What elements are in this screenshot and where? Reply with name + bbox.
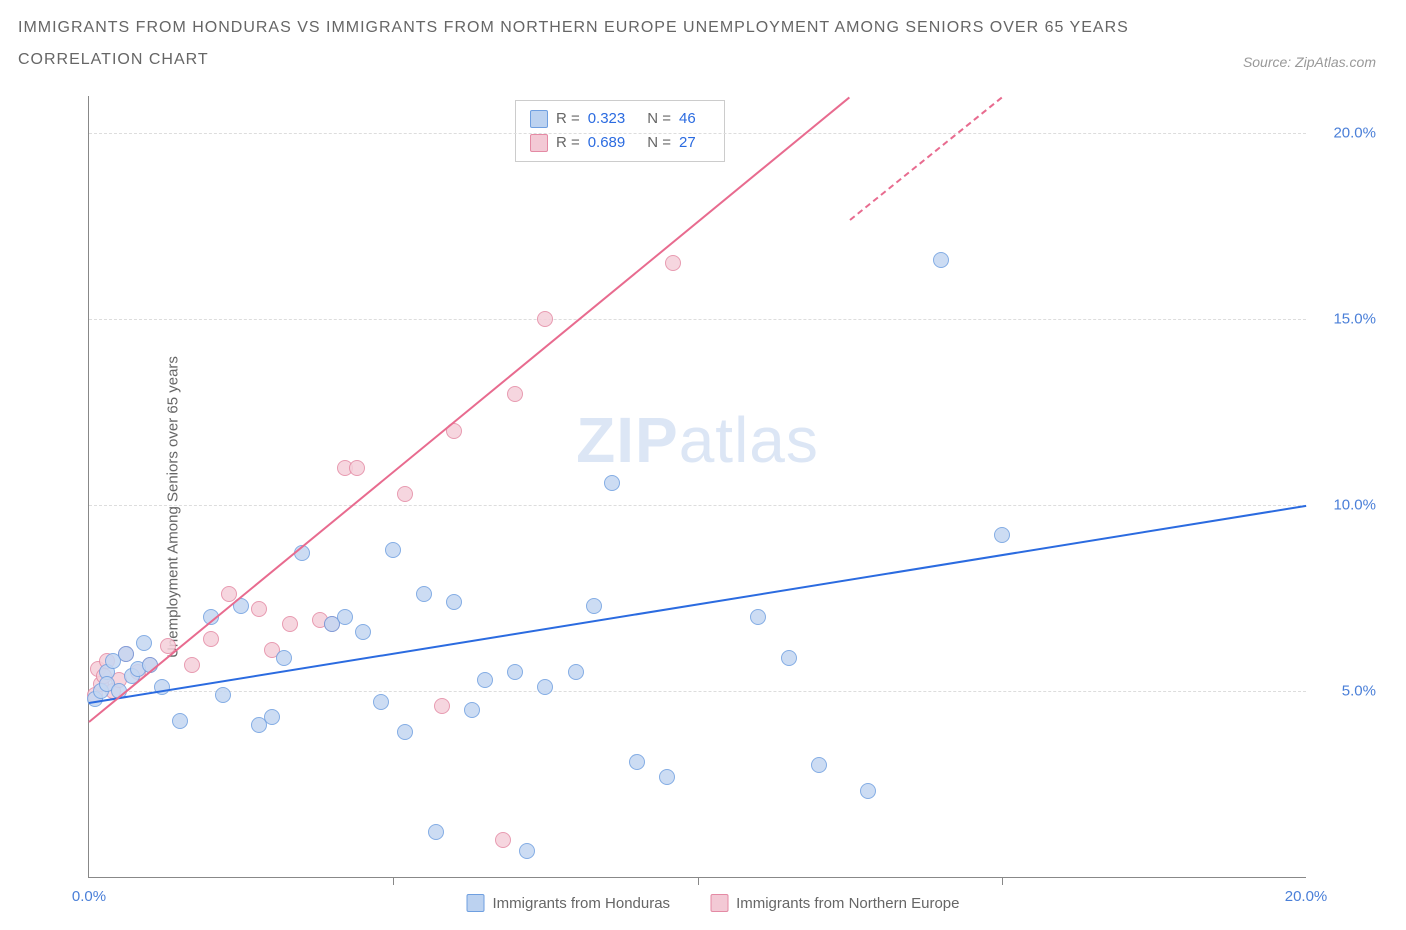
scatter-point-honduras	[337, 609, 353, 625]
scatter-point-honduras	[537, 679, 553, 695]
scatter-point-honduras	[416, 586, 432, 602]
stats-row-neurope: R = 0.689 N = 27	[530, 131, 710, 155]
scatter-point-neurope	[184, 657, 200, 673]
n-label-2: N =	[647, 131, 671, 155]
scatter-point-honduras	[215, 687, 231, 703]
scatter-point-honduras	[994, 527, 1010, 543]
scatter-point-honduras	[586, 598, 602, 614]
scatter-point-honduras	[477, 672, 493, 688]
gridline	[89, 319, 1306, 320]
legend-item-neurope: Immigrants from Northern Europe	[710, 894, 959, 912]
trendline-honduras	[89, 505, 1306, 704]
scatter-point-honduras	[446, 594, 462, 610]
legend-item-honduras: Immigrants from Honduras	[467, 894, 671, 912]
xtick-minor	[393, 877, 394, 885]
scatter-point-neurope	[282, 616, 298, 632]
scatter-point-neurope	[665, 255, 681, 271]
xtick-label: 0.0%	[72, 888, 106, 905]
scatter-point-honduras	[811, 757, 827, 773]
scatter-point-honduras	[397, 724, 413, 740]
legend-swatch-honduras	[467, 894, 485, 912]
scatter-point-honduras	[750, 609, 766, 625]
scatter-point-neurope	[434, 698, 450, 714]
gridline	[89, 505, 1306, 506]
swatch-honduras	[530, 110, 548, 128]
scatter-point-honduras	[264, 709, 280, 725]
r-value-honduras: 0.323	[588, 107, 626, 131]
scatter-point-honduras	[507, 664, 523, 680]
scatter-point-honduras	[136, 635, 152, 651]
chart-title-block: IMMIGRANTS FROM HONDURAS VS IMMIGRANTS F…	[0, 0, 1406, 80]
stats-row-honduras: R = 0.323 N = 46	[530, 107, 710, 131]
chart-area: Unemployment Among Seniors over 65 years…	[40, 96, 1386, 918]
scatter-point-honduras	[860, 783, 876, 799]
scatter-point-honduras	[276, 650, 292, 666]
scatter-point-neurope	[507, 386, 523, 402]
scatter-point-neurope	[537, 311, 553, 327]
ytick-label: 10.0%	[1333, 497, 1376, 514]
gridline	[89, 691, 1306, 692]
gridline	[89, 133, 1306, 134]
n-value-neurope: 27	[679, 131, 696, 155]
legend-swatch-neurope	[710, 894, 728, 912]
stats-legend-box: R = 0.323 N = 46 R = 0.689 N = 27	[515, 100, 725, 162]
ytick-label: 5.0%	[1342, 683, 1376, 700]
chart-title-line1: IMMIGRANTS FROM HONDURAS VS IMMIGRANTS F…	[18, 12, 1388, 44]
source-attribution: Source: ZipAtlas.com	[1243, 54, 1376, 70]
scatter-point-honduras	[629, 754, 645, 770]
xtick-minor	[1002, 877, 1003, 885]
plot-region: ZIPatlas R = 0.323 N = 46 R = 0.689 N = …	[88, 96, 1306, 878]
scatter-point-honduras	[172, 713, 188, 729]
scatter-point-honduras	[118, 646, 134, 662]
scatter-point-honduras	[933, 252, 949, 268]
scatter-point-honduras	[604, 475, 620, 491]
n-value-honduras: 46	[679, 107, 696, 131]
scatter-point-neurope	[203, 631, 219, 647]
chart-title-line2: CORRELATION CHART	[18, 44, 1388, 76]
scatter-point-neurope	[397, 486, 413, 502]
xtick-label: 20.0%	[1285, 888, 1328, 905]
scatter-point-neurope	[349, 460, 365, 476]
trendline-neurope-dashed	[849, 96, 1002, 220]
scatter-point-honduras	[519, 843, 535, 859]
watermark-zip: ZIP	[576, 404, 679, 476]
scatter-point-honduras	[659, 769, 675, 785]
watermark-atlas: atlas	[679, 404, 819, 476]
legend-label-honduras: Immigrants from Honduras	[493, 895, 671, 912]
scatter-point-honduras	[568, 664, 584, 680]
r-label-2: R =	[556, 131, 580, 155]
scatter-point-honduras	[464, 702, 480, 718]
scatter-point-neurope	[251, 601, 267, 617]
xtick-minor	[698, 877, 699, 885]
trendline-neurope	[88, 96, 850, 722]
r-label: R =	[556, 107, 580, 131]
n-label: N =	[647, 107, 671, 131]
scatter-point-honduras	[781, 650, 797, 666]
scatter-point-neurope	[495, 832, 511, 848]
legend-label-neurope: Immigrants from Northern Europe	[736, 895, 959, 912]
watermark: ZIPatlas	[576, 403, 819, 477]
ytick-label: 15.0%	[1333, 311, 1376, 328]
swatch-neurope	[530, 134, 548, 152]
bottom-legend: Immigrants from Honduras Immigrants from…	[467, 894, 960, 912]
scatter-point-honduras	[385, 542, 401, 558]
r-value-neurope: 0.689	[588, 131, 626, 155]
scatter-point-honduras	[355, 624, 371, 640]
ytick-label: 20.0%	[1333, 125, 1376, 142]
scatter-point-honduras	[373, 694, 389, 710]
scatter-point-honduras	[428, 824, 444, 840]
